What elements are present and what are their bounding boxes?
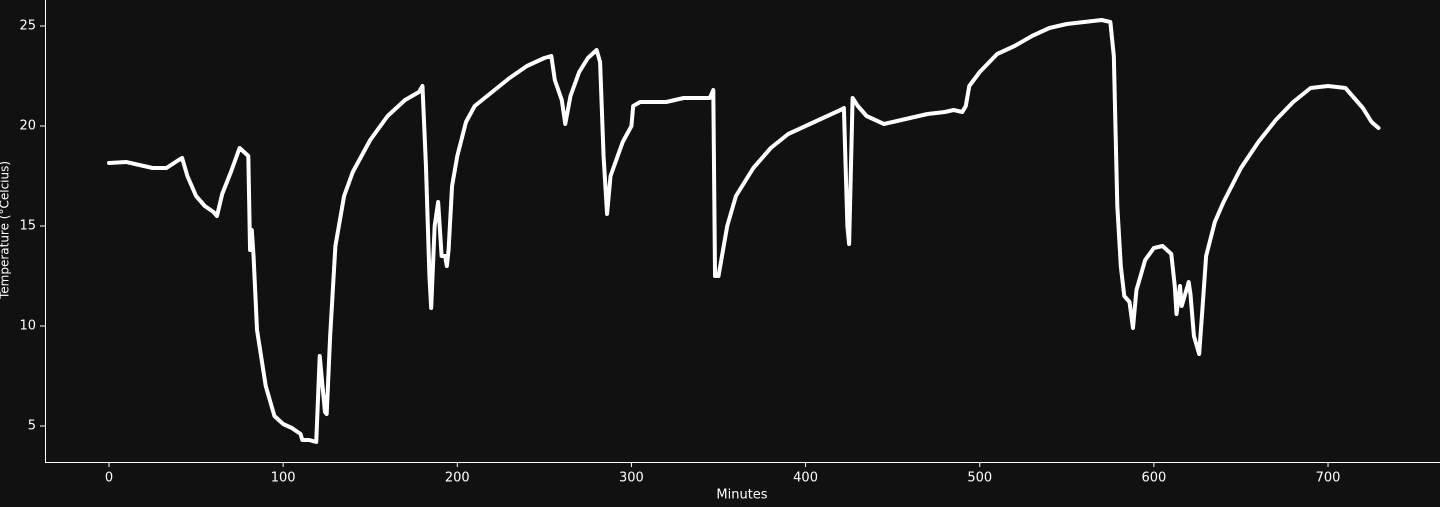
- y-axis-label: Temperature (°Celcius): [0, 161, 12, 300]
- x-tick-label: 500: [967, 471, 992, 486]
- y-tick-label: 20: [19, 119, 36, 134]
- temperature-line: [107, 18, 1381, 444]
- x-tick-label: 100: [271, 471, 296, 486]
- x-tick-label: 700: [1316, 471, 1341, 486]
- y-tick-label: 10: [19, 319, 36, 334]
- y-tick-label: 5: [28, 419, 36, 434]
- y-tick-label: 25: [19, 19, 36, 34]
- x-tick-label: 400: [793, 471, 818, 486]
- y-tick-label: 15: [19, 219, 36, 234]
- x-tick-label: 600: [1141, 471, 1166, 486]
- x-axis-label: Minutes: [716, 488, 767, 503]
- x-tick-label: 300: [619, 471, 644, 486]
- x-tick-label: 0: [105, 471, 113, 486]
- x-tick-label: 200: [445, 471, 470, 486]
